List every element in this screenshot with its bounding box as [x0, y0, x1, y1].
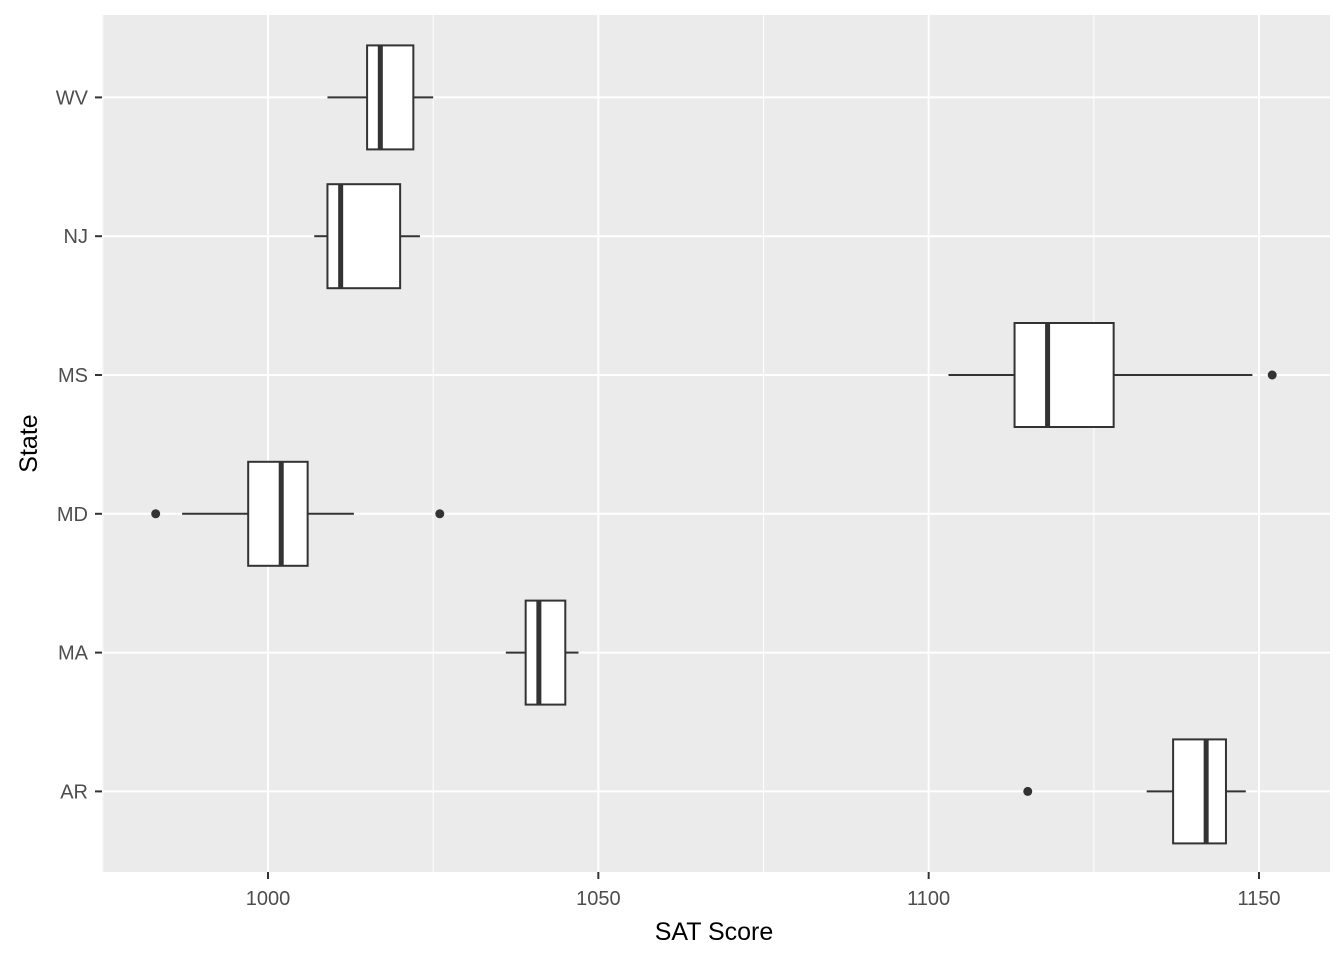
box-ar — [1023, 738, 1246, 845]
y-tick-label: AR — [60, 781, 88, 803]
y-tick-label: NJ — [64, 226, 88, 248]
x-tick-label: 1050 — [576, 888, 621, 910]
x-axis: 1000 1050 1100 1150 — [246, 872, 1281, 910]
box-md — [151, 460, 445, 567]
outlier-point — [1267, 370, 1277, 380]
box-wv — [327, 44, 434, 151]
y-axis: AR MA MD MS NJ WV — [56, 87, 102, 803]
x-axis-title: SAT Score — [655, 918, 774, 946]
y-tick-label: MA — [58, 643, 89, 665]
outlier-point — [151, 509, 161, 519]
box-iqr — [524, 599, 567, 706]
box-iqr — [366, 44, 415, 151]
x-tick-label: 1100 — [907, 888, 950, 910]
outlier-point — [1023, 786, 1033, 796]
y-tick-label: MD — [57, 504, 88, 526]
box-ma — [505, 599, 579, 706]
y-tick-label: MS — [58, 365, 88, 387]
box-ms — [948, 322, 1277, 428]
panel-background — [102, 15, 1330, 872]
boxes-layer — [151, 44, 1277, 845]
y-axis-title: State — [15, 414, 43, 472]
box-iqr — [1013, 322, 1115, 428]
y-tick-label: WV — [56, 87, 89, 109]
grid-minor — [102, 15, 1095, 872]
x-tick-label: 1150 — [1237, 888, 1280, 910]
outlier-point — [435, 509, 445, 519]
box-nj — [314, 183, 420, 290]
x-tick-label: 1000 — [246, 888, 291, 910]
box-iqr — [1172, 738, 1227, 845]
box-iqr — [247, 460, 309, 567]
